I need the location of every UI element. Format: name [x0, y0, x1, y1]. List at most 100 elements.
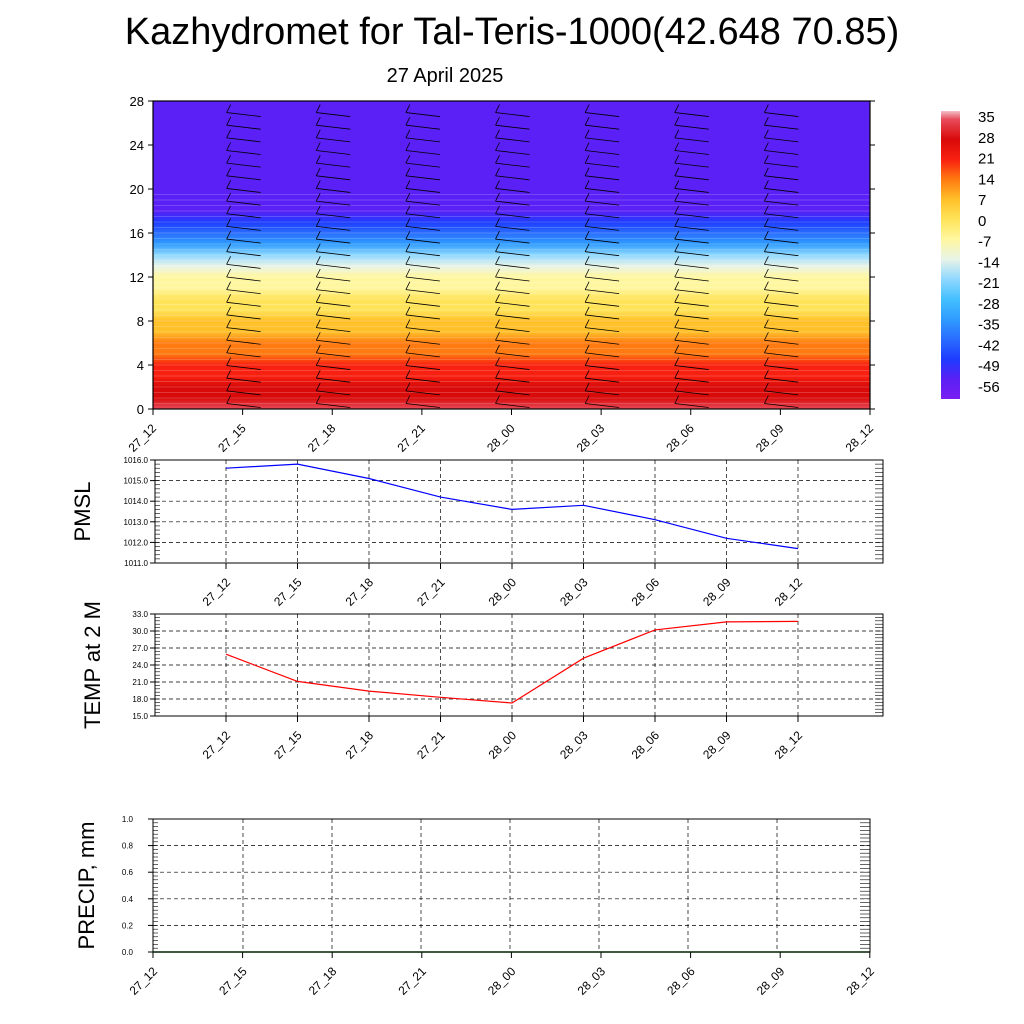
wind-barb: [226, 327, 261, 332]
y-tick-label: 27.0: [132, 644, 148, 653]
wind-barb: [316, 251, 351, 257]
heatmap-x-tick-label: 27_21: [394, 421, 428, 455]
wind-barb: [764, 150, 799, 155]
wind-barb: [495, 112, 530, 117]
wind-barb: [226, 339, 261, 345]
wind-barb-flag: [764, 332, 769, 341]
chart-subtitle: 27 April 2025: [386, 65, 504, 87]
y-tick-label: 0.2: [122, 921, 134, 930]
wind-barb-flag: [315, 180, 321, 189]
wind-barb-flag: [226, 230, 231, 240]
wind-barb: [226, 162, 261, 168]
wind-barb-flag: [584, 268, 590, 278]
wind-barb: [405, 124, 440, 130]
wind-barb: [674, 377, 709, 383]
wind-barb: [674, 162, 709, 168]
wind-barb-flag: [226, 117, 231, 126]
y-tick-label: 1014.0: [124, 497, 149, 506]
wind-barb-flag: [226, 395, 231, 404]
wind-barb-flag: [584, 243, 590, 252]
wind-barb-flag: [405, 218, 411, 227]
wind-barb-flag: [226, 180, 231, 189]
wind-barb-flag: [674, 230, 680, 240]
wind-barb: [316, 390, 351, 396]
y-tick-label: 30.0: [132, 627, 148, 636]
wind-barb: [585, 339, 620, 345]
wind-barb: [405, 289, 440, 295]
colorbar-label: 21: [978, 151, 995, 168]
wind-barb: [495, 352, 530, 358]
wind-barb-flag: [674, 268, 680, 278]
wind-barb-flag: [584, 142, 590, 151]
wind-barb-flag: [226, 332, 231, 341]
wind-barb: [316, 314, 351, 320]
y-tick-label: 24.0: [132, 661, 148, 670]
wind-barb-flag: [674, 192, 680, 202]
heatmap-x-tick-label: 28_09: [753, 421, 787, 455]
wind-barb: [585, 403, 620, 408]
wind-barb: [585, 263, 620, 269]
wind-barb-flag: [405, 167, 411, 176]
y-tick-label: 18.0: [132, 695, 148, 704]
wind-barb-flag: [315, 117, 321, 126]
wind-barb: [764, 200, 799, 206]
wind-barb-flag: [315, 319, 321, 328]
wind-barb-flag: [315, 142, 321, 151]
wind-barb: [495, 301, 530, 307]
wind-barb-flag: [226, 243, 231, 252]
wind-barb-flag: [315, 268, 321, 278]
wind-barb-flag: [674, 294, 680, 303]
wind-barb: [674, 213, 709, 219]
wind-barb-flag: [405, 180, 411, 189]
wind-barb-flag: [495, 104, 500, 113]
temp-2m-panel: 15.0 18.0 21.0 24.0 27.0 30.0 33.0 27_12 27_15 27…: [80, 601, 884, 762]
wind-barb: [585, 289, 620, 295]
wind-barb: [226, 403, 261, 408]
wind-barb: [226, 112, 261, 117]
y-tick-label: 1013.0: [124, 518, 149, 527]
wind-barb: [405, 200, 440, 206]
wind-barb: [495, 226, 530, 231]
wind-barb-flag: [315, 357, 321, 366]
wind-barb-flag: [226, 192, 231, 202]
wind-barb-flag: [405, 104, 411, 113]
wind-barb: [316, 403, 351, 408]
heatmap-y-tick-label: 0: [137, 402, 144, 417]
wind-barb: [405, 339, 440, 345]
x-tick-label: 28_00: [486, 728, 520, 762]
wind-barb: [495, 390, 530, 396]
y-tick-label: 1016.0: [124, 456, 149, 465]
wind-barb-flag: [764, 218, 769, 227]
wind-barb: [405, 365, 440, 370]
wind-barb-flag: [674, 167, 680, 176]
wind-barb: [585, 238, 620, 244]
wind-barb: [585, 200, 620, 206]
wind-barb-flag: [674, 243, 680, 252]
colorbar-label: 14: [978, 171, 995, 188]
wind-barb-flag: [674, 370, 680, 379]
wind-barb: [764, 188, 799, 193]
panel-frame: [154, 459, 884, 564]
wind-barb: [585, 276, 620, 282]
wind-barb: [316, 175, 351, 181]
x-tick-label: 28_06: [664, 964, 698, 998]
wind-barb-flag: [584, 180, 590, 189]
x-tick-label: 28_06: [629, 728, 663, 762]
wind-barb: [585, 188, 620, 193]
colorbar-label: 7: [978, 192, 986, 209]
x-tick-label: 28_06: [629, 575, 663, 609]
wind-barb-flag: [674, 154, 680, 164]
wind-barb-flag: [674, 218, 680, 227]
wind-barb-flag: [315, 104, 321, 113]
wind-barb: [495, 377, 530, 383]
wind-barb-flag: [226, 344, 231, 354]
wind-barb: [764, 175, 799, 181]
wind-barb-flag: [495, 395, 500, 404]
y-tick-label: 1012.0: [124, 538, 149, 547]
wind-barb-flag: [315, 192, 321, 202]
wind-barb: [764, 377, 799, 383]
wind-barb-flag: [674, 129, 680, 139]
wind-barb-flag: [584, 230, 590, 240]
colorbar-label: -35: [978, 317, 1000, 334]
wind-barb: [764, 112, 799, 117]
